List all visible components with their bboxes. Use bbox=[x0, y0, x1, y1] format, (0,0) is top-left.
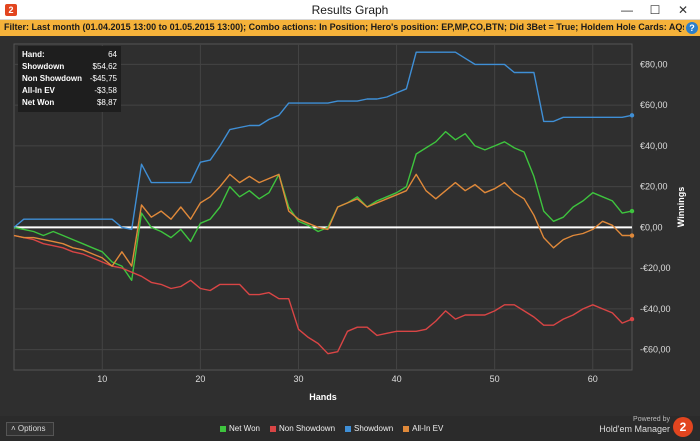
y-tick-label: €40,00 bbox=[640, 141, 668, 151]
app-logo-icon: 2 bbox=[5, 4, 17, 16]
legend-label: Non Showdown bbox=[278, 424, 336, 433]
stat-label: Non Showdown bbox=[22, 74, 82, 83]
chart-legend: Net Won Non Showdown Showdown All-In EV bbox=[220, 424, 443, 433]
x-axis-label: Hands bbox=[309, 392, 337, 402]
x-tick-label: 40 bbox=[392, 374, 402, 384]
filter-bar: Filter: Last month (01.04.2015 13:00 to … bbox=[0, 20, 700, 36]
stat-label: Showdown bbox=[22, 62, 65, 71]
powered-by-text: Powered by bbox=[633, 416, 670, 423]
filter-text[interactable]: Filter: Last month (01.04.2015 13:00 to … bbox=[4, 22, 684, 32]
stat-value: 64 bbox=[108, 50, 117, 59]
legend-label: Showdown bbox=[354, 424, 394, 433]
y-axis-label: Winnings bbox=[676, 187, 686, 227]
legend-swatch bbox=[269, 425, 276, 432]
series-end-point bbox=[629, 113, 635, 118]
legend-swatch bbox=[403, 425, 410, 432]
stat-value: $8,87 bbox=[96, 98, 117, 107]
series-line bbox=[13, 234, 633, 355]
stat-value: -$45,75 bbox=[89, 74, 117, 83]
legend-swatch bbox=[345, 425, 352, 432]
y-tick-label: €60,00 bbox=[640, 100, 668, 110]
close-button[interactable]: ✕ bbox=[677, 3, 689, 17]
stat-row-net-won: Net Won $8,87 bbox=[22, 97, 117, 109]
legend-item-non-showdown[interactable]: Non Showdown bbox=[269, 424, 336, 433]
legend-label: All-In EV bbox=[412, 424, 444, 433]
x-tick-label: 10 bbox=[97, 374, 107, 384]
y-tick-label: -€60,00 bbox=[640, 345, 671, 355]
stats-box: Hand: 64 Showdown $54,62 Non Showdown -$45,… bbox=[18, 46, 121, 112]
brand-badge-icon: 2 bbox=[673, 417, 693, 437]
series-end-point bbox=[629, 208, 635, 214]
y-tick-label: €20,00 bbox=[640, 182, 668, 192]
x-tick-label: 20 bbox=[195, 374, 205, 384]
filter-description: Last month (01.04.2015 13:00 to 01.05.20… bbox=[31, 22, 684, 32]
legend-item-showdown[interactable]: Showdown bbox=[345, 424, 393, 433]
series-line bbox=[13, 51, 633, 231]
options-button[interactable]: ˄ Options bbox=[6, 422, 54, 436]
stat-label: All-In EV bbox=[22, 86, 55, 95]
series-line bbox=[13, 173, 632, 267]
stat-value: -$3,58 bbox=[94, 86, 117, 95]
x-tick-label: 50 bbox=[490, 374, 500, 384]
filter-label: Filter: bbox=[4, 22, 30, 32]
stat-value: $54,62 bbox=[92, 62, 117, 71]
window-title: Results Graph bbox=[311, 3, 389, 17]
y-tick-label: -€20,00 bbox=[640, 263, 671, 273]
title-bar: 2 Results Graph — ☐ ✕ bbox=[0, 0, 700, 20]
y-tick-label: -€40,00 bbox=[640, 304, 671, 314]
stat-label: Hand: bbox=[22, 50, 45, 59]
y-tick-label: €0,00 bbox=[640, 222, 663, 232]
stat-row-allin-ev: All-In EV -$3,58 bbox=[22, 85, 117, 97]
stat-row-non-showdown: Non Showdown -$45,75 bbox=[22, 73, 117, 85]
y-tick-label: €80,00 bbox=[640, 59, 668, 69]
powered-by: Powered by Hold'em Manager bbox=[590, 415, 670, 435]
legend-label: Net Won bbox=[229, 424, 260, 433]
brand-name: Hold'em Manager bbox=[599, 424, 670, 434]
maximize-button[interactable]: ☐ bbox=[649, 3, 661, 17]
series-end-point bbox=[629, 233, 635, 238]
stat-label: Net Won bbox=[22, 98, 55, 107]
legend-swatch bbox=[220, 425, 226, 432]
help-icon[interactable]: ? bbox=[686, 22, 698, 34]
x-tick-label: 30 bbox=[293, 374, 303, 384]
minimize-button[interactable]: — bbox=[621, 3, 633, 17]
legend-item-net-won[interactable]: Net Won bbox=[220, 424, 260, 433]
x-tick-label: 60 bbox=[588, 374, 598, 384]
stat-row-showdown: Showdown $54,62 bbox=[22, 61, 117, 73]
options-label: Options bbox=[17, 424, 46, 433]
stat-row-hands: Hand: 64 bbox=[22, 49, 117, 61]
series-end-point bbox=[629, 316, 635, 322]
legend-item-allin-ev[interactable]: All-In EV bbox=[403, 424, 443, 433]
chevron-up-icon: ˄ bbox=[11, 424, 16, 433]
series-line bbox=[13, 130, 633, 282]
